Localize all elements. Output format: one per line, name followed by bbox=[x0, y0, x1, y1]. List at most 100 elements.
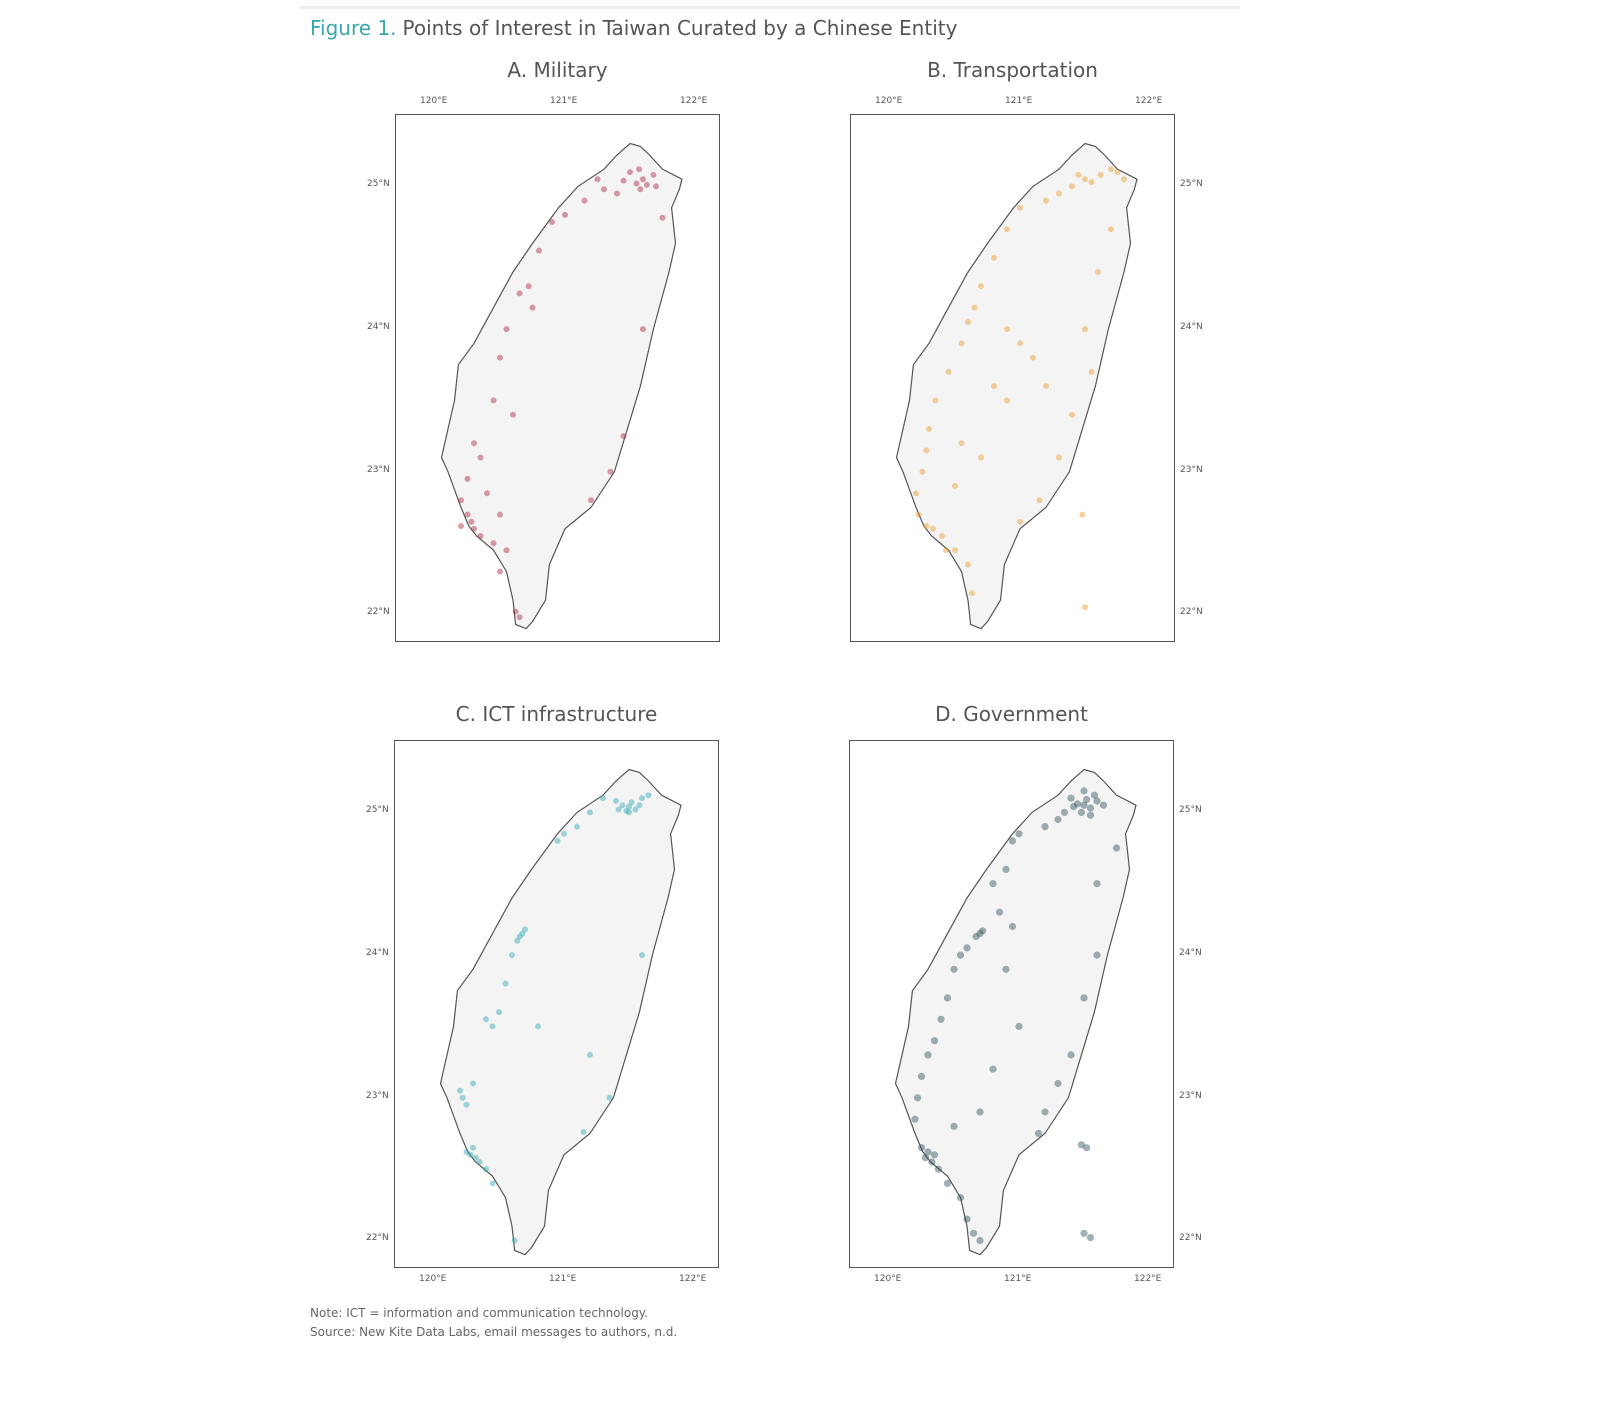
poi-point bbox=[1080, 801, 1088, 809]
map-panel-transportation bbox=[850, 114, 1175, 642]
poi-point bbox=[943, 1179, 952, 1187]
poi-point bbox=[1090, 791, 1098, 799]
poi-point bbox=[1017, 340, 1023, 347]
poi-point bbox=[636, 166, 643, 173]
poi-point bbox=[952, 483, 958, 489]
poi-point bbox=[497, 511, 503, 518]
taiwan-coastline bbox=[440, 142, 683, 630]
poi-point bbox=[1015, 830, 1023, 838]
poi-point bbox=[497, 354, 503, 361]
poi-point bbox=[965, 561, 971, 568]
poi-point bbox=[926, 425, 932, 432]
top-rule bbox=[300, 6, 1240, 9]
poi-point bbox=[468, 518, 475, 525]
poi-point bbox=[939, 533, 945, 539]
poi-point bbox=[950, 965, 958, 973]
poi-point bbox=[470, 1080, 476, 1087]
poi-point bbox=[943, 994, 952, 1002]
panel-title-government: D. Government bbox=[935, 702, 1088, 726]
poi-point bbox=[640, 176, 646, 183]
poi-point bbox=[917, 1144, 926, 1152]
figure-source: Source: New Kite Data Labs, email messag… bbox=[310, 1325, 678, 1339]
poi-point bbox=[1093, 797, 1101, 805]
poi-point bbox=[976, 1108, 984, 1116]
poi-point bbox=[516, 614, 523, 621]
poi-point bbox=[942, 547, 949, 554]
poi-point bbox=[459, 1094, 466, 1101]
poi-point bbox=[639, 795, 645, 802]
poi-point bbox=[1108, 226, 1114, 233]
poi-point bbox=[484, 490, 490, 497]
map-canvas-government bbox=[894, 768, 1137, 1256]
poi-point bbox=[1043, 383, 1049, 390]
poi-point bbox=[581, 197, 588, 204]
poi-point bbox=[1086, 804, 1095, 812]
lat-tick-label: 23°N bbox=[367, 464, 390, 475]
poi-point bbox=[502, 980, 509, 987]
poi-point bbox=[1082, 604, 1088, 611]
poi-point bbox=[457, 1087, 463, 1094]
poi-point bbox=[928, 1158, 936, 1166]
poi-point bbox=[1097, 171, 1104, 178]
lon-tick-label: 120°E bbox=[875, 96, 903, 106]
poi-point bbox=[639, 952, 645, 959]
poi-point bbox=[636, 802, 643, 809]
poi-point bbox=[511, 1237, 518, 1244]
lat-tick-label: 25°N bbox=[366, 805, 389, 816]
lon-tick-label: 122°E bbox=[680, 96, 708, 106]
poi-point bbox=[503, 547, 510, 554]
poi-point bbox=[471, 525, 477, 532]
poi-point bbox=[1056, 190, 1062, 197]
poi-point bbox=[512, 608, 519, 615]
lat-tick-label: 24°N bbox=[367, 322, 390, 333]
lon-tick-label: 121°E bbox=[1005, 96, 1033, 106]
poi-point bbox=[490, 540, 497, 547]
lat-tick-label: 22°N bbox=[1180, 607, 1203, 618]
poi-point bbox=[463, 1101, 470, 1108]
poi-point bbox=[601, 186, 607, 193]
poi-point bbox=[637, 186, 644, 193]
poi-point bbox=[915, 511, 922, 518]
poi-point bbox=[620, 433, 627, 440]
poi-point bbox=[963, 944, 971, 952]
poi-point bbox=[1075, 171, 1082, 178]
poi-point bbox=[937, 1015, 945, 1023]
poi-point bbox=[924, 1051, 932, 1059]
poi-point bbox=[945, 368, 952, 375]
poi-point bbox=[503, 326, 510, 333]
poi-point bbox=[1086, 1234, 1095, 1242]
poi-point bbox=[1093, 951, 1101, 959]
poi-point bbox=[1069, 183, 1075, 190]
lat-tick-label: 24°N bbox=[366, 948, 389, 959]
lon-tick-label: 122°E bbox=[679, 1274, 707, 1284]
poi-point bbox=[950, 1122, 958, 1130]
poi-point bbox=[645, 792, 652, 799]
poi-point bbox=[1093, 880, 1101, 888]
poi-point bbox=[958, 340, 965, 347]
map-panel-government bbox=[849, 740, 1174, 1268]
poi-point bbox=[1004, 397, 1010, 404]
figure-title-text: Points of Interest in Taiwan Curated by … bbox=[402, 16, 958, 40]
poi-point bbox=[607, 468, 614, 475]
poi-point bbox=[659, 214, 666, 221]
poi-point bbox=[919, 468, 926, 475]
lon-tick-label: 121°E bbox=[1004, 1274, 1032, 1284]
panel-title-transportation: B. Transportation bbox=[927, 58, 1098, 82]
poi-point bbox=[924, 1148, 932, 1156]
poi-point bbox=[594, 176, 601, 183]
taiwan-coastline bbox=[894, 768, 1137, 1256]
lat-tick-label: 22°N bbox=[367, 607, 390, 618]
poi-point bbox=[976, 1236, 984, 1245]
poi-point bbox=[1008, 922, 1017, 931]
poi-point bbox=[991, 254, 997, 261]
poi-point bbox=[1060, 808, 1069, 816]
poi-point bbox=[632, 806, 639, 813]
poi-point bbox=[477, 533, 484, 539]
taiwan-coastline bbox=[895, 142, 1138, 630]
poi-point bbox=[650, 171, 657, 178]
poi-point bbox=[620, 177, 627, 184]
poi-point bbox=[923, 447, 930, 454]
poi-point bbox=[535, 1023, 541, 1030]
poi-point bbox=[1112, 844, 1121, 852]
poi-point bbox=[1082, 176, 1088, 183]
